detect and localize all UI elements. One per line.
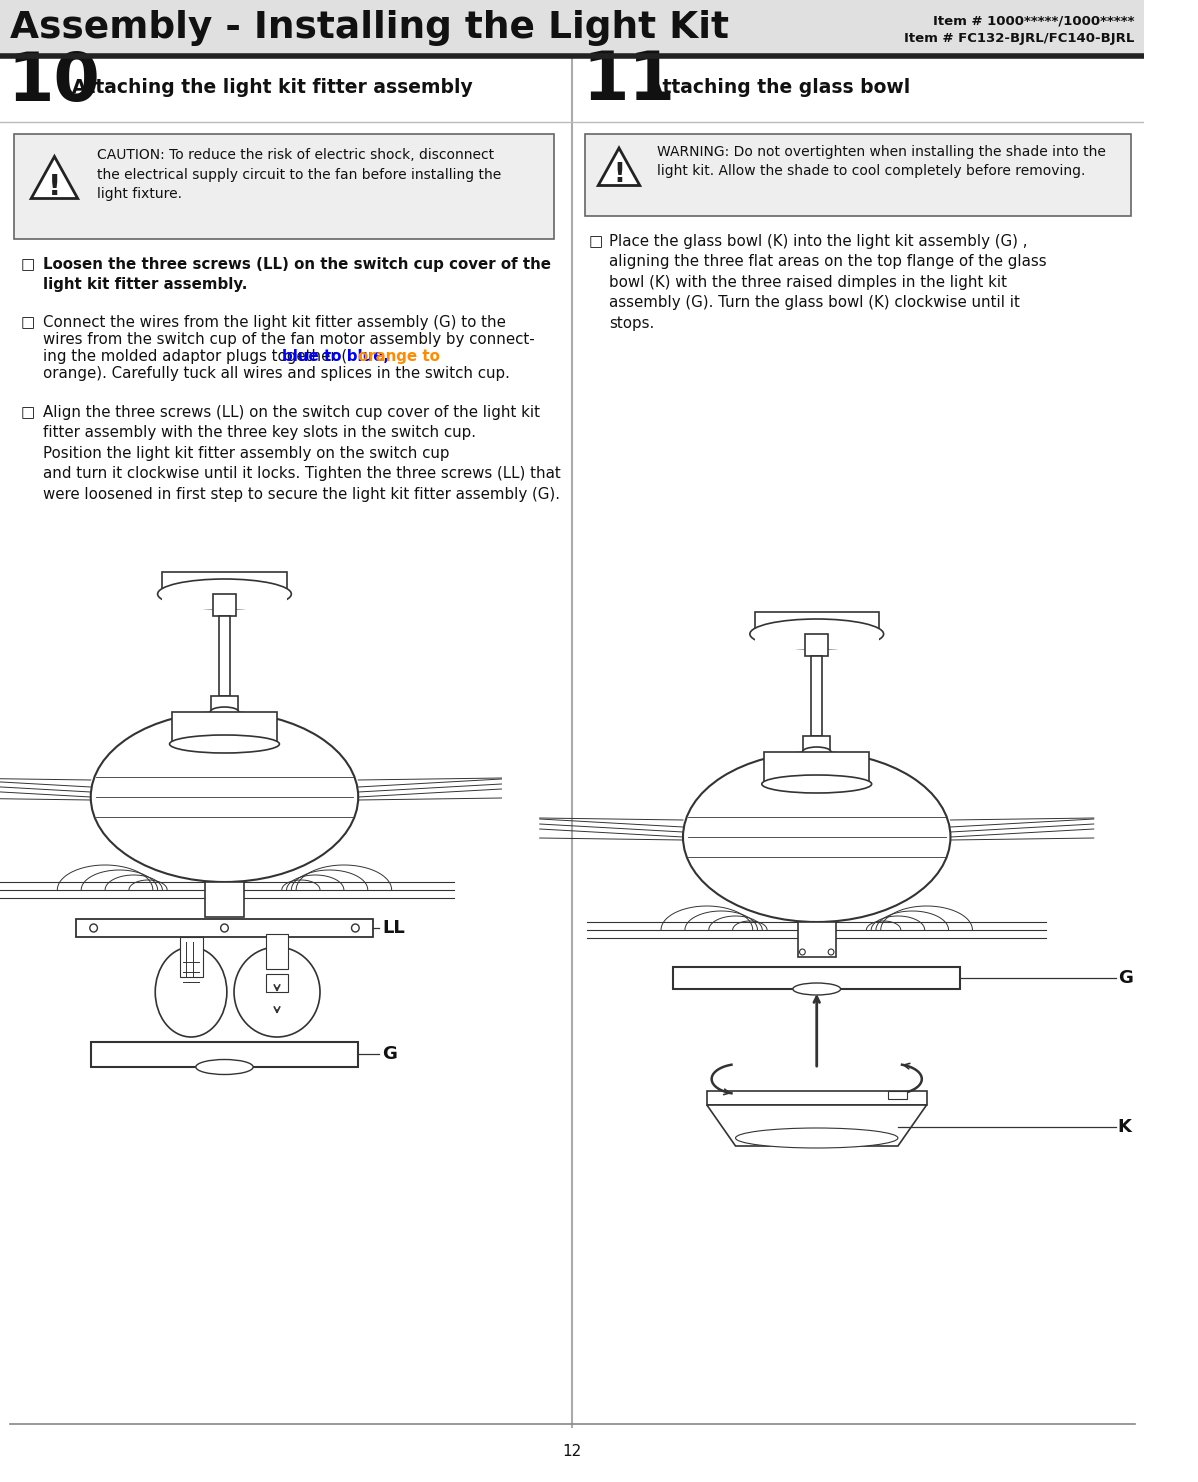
Circle shape [828, 948, 834, 954]
Text: K: K [1118, 1117, 1131, 1135]
FancyBboxPatch shape [889, 1091, 907, 1100]
Text: Attaching the light kit fitter assembly: Attaching the light kit fitter assembly [72, 79, 472, 96]
FancyBboxPatch shape [0, 0, 1144, 56]
FancyBboxPatch shape [163, 572, 286, 594]
Text: orange). Carefully tuck all wires and splices in the switch cup.: orange). Carefully tuck all wires and sp… [43, 366, 510, 381]
Ellipse shape [210, 707, 238, 717]
Ellipse shape [803, 747, 831, 757]
FancyBboxPatch shape [755, 633, 879, 649]
FancyBboxPatch shape [219, 617, 230, 697]
FancyBboxPatch shape [91, 1042, 358, 1067]
FancyBboxPatch shape [707, 1091, 926, 1106]
Text: CAUTION: To reduce the risk of electric shock, disconnect
the electrical supply : CAUTION: To reduce the risk of electric … [97, 148, 502, 202]
Text: WARNING: Do not overtighten when installing the shade into the
light kit. Allow : WARNING: Do not overtighten when install… [658, 145, 1106, 178]
FancyBboxPatch shape [804, 737, 830, 751]
Text: wires from the switch cup of the fan motor assembly by connect-: wires from the switch cup of the fan mot… [43, 332, 534, 347]
Circle shape [90, 923, 97, 932]
Ellipse shape [234, 947, 320, 1037]
Text: □: □ [22, 405, 35, 419]
Ellipse shape [170, 735, 279, 753]
Text: □: □ [22, 316, 35, 330]
FancyBboxPatch shape [266, 934, 289, 969]
Ellipse shape [750, 619, 884, 649]
Ellipse shape [158, 579, 291, 609]
Text: LL: LL [382, 919, 405, 937]
FancyBboxPatch shape [811, 657, 823, 737]
Ellipse shape [195, 1060, 253, 1074]
Text: G: G [1118, 969, 1132, 987]
Text: Assembly - Installing the Light Kit: Assembly - Installing the Light Kit [10, 10, 728, 46]
Text: □: □ [588, 234, 603, 249]
Text: Item # FC132-BJRL/FC140-BJRL: Item # FC132-BJRL/FC140-BJRL [904, 33, 1135, 44]
FancyBboxPatch shape [213, 594, 236, 617]
FancyBboxPatch shape [755, 612, 879, 634]
FancyBboxPatch shape [673, 966, 960, 988]
Ellipse shape [762, 775, 872, 793]
Text: orange to: orange to [358, 348, 440, 365]
Text: !: ! [48, 173, 61, 202]
FancyBboxPatch shape [180, 937, 202, 977]
Ellipse shape [683, 751, 950, 922]
Circle shape [220, 923, 229, 932]
Text: blue to blue,: blue to blue, [282, 348, 389, 365]
Ellipse shape [91, 711, 358, 882]
Ellipse shape [793, 983, 841, 994]
Ellipse shape [736, 1128, 898, 1149]
Circle shape [351, 923, 359, 932]
FancyBboxPatch shape [805, 634, 828, 657]
FancyBboxPatch shape [163, 593, 286, 609]
FancyBboxPatch shape [77, 919, 373, 937]
FancyBboxPatch shape [211, 697, 238, 711]
Text: ing the molded adaptor plugs together (: ing the molded adaptor plugs together ( [43, 348, 347, 365]
Polygon shape [31, 157, 78, 199]
FancyBboxPatch shape [205, 882, 243, 917]
FancyBboxPatch shape [14, 133, 553, 239]
Polygon shape [707, 1106, 926, 1146]
Text: □: □ [22, 256, 35, 273]
Ellipse shape [156, 947, 226, 1037]
Polygon shape [598, 148, 640, 185]
Text: G: G [382, 1045, 397, 1063]
Text: !: ! [613, 163, 625, 188]
Text: Item # 1000*****/1000*****: Item # 1000*****/1000***** [933, 13, 1135, 27]
Text: 10: 10 [7, 49, 101, 114]
FancyBboxPatch shape [585, 133, 1131, 216]
Text: Attaching the glass bowl: Attaching the glass bowl [648, 79, 910, 96]
Text: Loosen the three screws (LL) on the switch cup cover of the
light kit fitter ass: Loosen the three screws (LL) on the swit… [43, 256, 551, 292]
Text: Connect the wires from the light kit fitter assembly (G) to the: Connect the wires from the light kit fit… [43, 316, 506, 330]
Text: 11: 11 [582, 49, 676, 114]
Circle shape [799, 948, 805, 954]
FancyBboxPatch shape [266, 974, 289, 991]
Text: Place the glass bowl (K) into the light kit assembly (G) ,
aligning the three fl: Place the glass bowl (K) into the light … [610, 234, 1047, 330]
Text: 12: 12 [563, 1445, 582, 1460]
FancyBboxPatch shape [798, 922, 836, 957]
FancyBboxPatch shape [764, 751, 870, 784]
Text: Align the three screws (LL) on the switch cup cover of the light kit
fitter asse: Align the three screws (LL) on the switc… [43, 405, 561, 501]
FancyBboxPatch shape [173, 711, 277, 744]
